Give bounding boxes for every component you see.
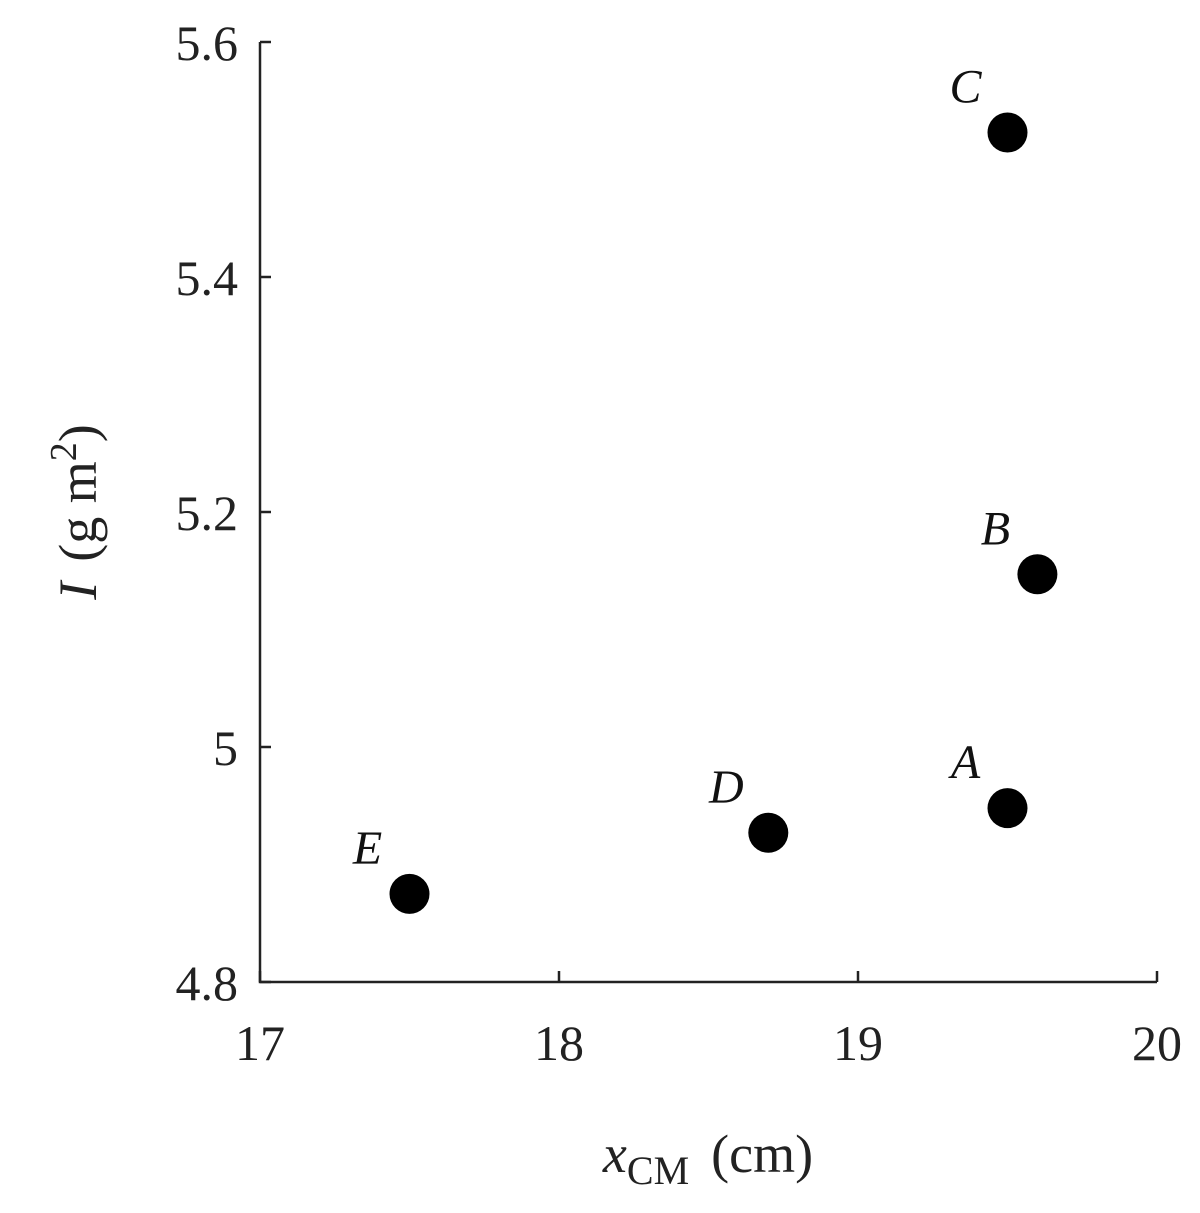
y-tick-label: 5.2 bbox=[176, 485, 239, 541]
data-point-b bbox=[1017, 554, 1058, 595]
point-label-c: C bbox=[949, 60, 982, 113]
x-axis-label-variable: x bbox=[602, 1124, 627, 1184]
y-tick-label: 4.8 bbox=[176, 955, 239, 1011]
point-label-b: B bbox=[981, 502, 1010, 555]
y-axis-ticks: 4.8 5 5.2 5.4 5.6 bbox=[176, 15, 271, 1011]
axes bbox=[258, 42, 1157, 984]
data-point-a bbox=[987, 788, 1028, 829]
x-axis-label: xCM (cm) bbox=[602, 1124, 813, 1193]
x-tick-label: 17 bbox=[235, 1015, 285, 1071]
data-point-c bbox=[987, 112, 1028, 153]
y-tick-label: 5 bbox=[213, 720, 238, 776]
y-axis-label-units-prefix: (g m bbox=[48, 461, 108, 562]
y-tick-label: 5.4 bbox=[176, 250, 239, 306]
x-axis-ticks: 17 18 19 20 bbox=[235, 971, 1182, 1071]
x-tick-label: 18 bbox=[534, 1015, 584, 1071]
x-tick-label: 19 bbox=[833, 1015, 883, 1071]
data-point-d bbox=[748, 812, 789, 853]
y-axis-label-units-suffix: ) bbox=[48, 424, 108, 442]
data-points: A B C D E bbox=[352, 60, 1058, 914]
y-axis-label-variable: I bbox=[48, 579, 108, 601]
point-label-d: D bbox=[708, 761, 744, 814]
y-axis-label: I (g m2) bbox=[43, 424, 108, 600]
point-label-a: A bbox=[948, 736, 981, 789]
point-label-e: E bbox=[352, 822, 382, 875]
x-axis-label-subscript: CM bbox=[627, 1148, 689, 1193]
x-tick-label: 20 bbox=[1132, 1015, 1182, 1071]
data-point-e bbox=[389, 873, 430, 914]
y-axis-label-superscript: 2 bbox=[43, 442, 85, 461]
y-tick-label: 5.6 bbox=[176, 15, 239, 71]
axis-frame bbox=[258, 42, 1157, 984]
x-axis-label-units: (cm) bbox=[711, 1124, 813, 1184]
